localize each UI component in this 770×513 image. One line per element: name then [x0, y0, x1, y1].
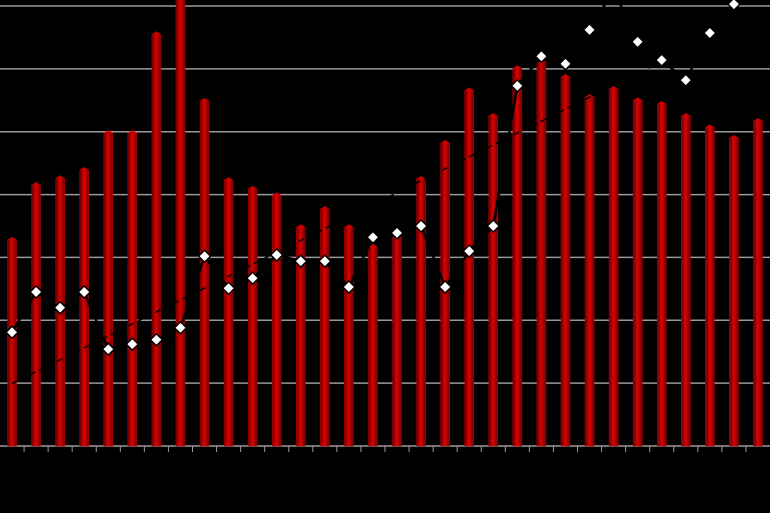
bar-cap: [79, 167, 89, 171]
bar: [103, 132, 114, 447]
bar-cap: [103, 129, 113, 133]
bar-cap: [512, 65, 522, 69]
bar: [247, 188, 258, 447]
marker: [678, 73, 693, 88]
marker: [197, 249, 212, 264]
marker: [582, 22, 597, 37]
bar: [656, 103, 667, 447]
bar: [199, 100, 210, 447]
bar-cap: [320, 206, 330, 210]
marker: [558, 56, 573, 71]
bar-cap: [200, 97, 210, 101]
marker: [438, 279, 453, 295]
bar: [344, 227, 354, 447]
bar-cap: [151, 31, 161, 35]
marker: [173, 320, 188, 335]
marker: [101, 342, 116, 357]
bar-cap: [657, 101, 667, 105]
bar: [127, 132, 138, 447]
bar-cap: [464, 87, 474, 91]
bar: [488, 115, 499, 447]
marker: [341, 279, 356, 295]
bar-cap: [248, 185, 258, 189]
bar-cap: [633, 97, 643, 101]
plot-area: [0, 0, 770, 452]
bar-cap: [296, 224, 306, 228]
bar-cap: [55, 175, 65, 179]
bar: [440, 142, 450, 447]
bar-cap: [7, 236, 17, 240]
marker: [245, 271, 260, 286]
bar: [560, 76, 571, 447]
bar-cap: [681, 113, 691, 116]
marker: [365, 230, 381, 245]
bar-cap: [416, 175, 426, 179]
bar-cap: [609, 85, 619, 89]
bar-cap: [488, 113, 498, 116]
marker: [53, 300, 68, 315]
bar: [512, 67, 523, 447]
marker: [149, 332, 164, 347]
bar: [729, 137, 739, 447]
marker: [534, 49, 549, 64]
bar-cap: [368, 243, 378, 247]
bar: [584, 96, 595, 447]
bar: [31, 184, 41, 447]
bar-cap: [272, 192, 282, 196]
marker: [510, 78, 525, 93]
bar: [705, 127, 715, 447]
marker: [317, 254, 332, 269]
marker: [486, 218, 501, 234]
marker: [269, 247, 284, 262]
bar: [464, 89, 474, 447]
marker: [389, 225, 405, 240]
marker: [630, 34, 645, 49]
bar: [368, 246, 378, 447]
bar: [753, 120, 763, 447]
bar-cap: [585, 94, 595, 98]
bar: [7, 239, 17, 447]
bar: [175, 0, 186, 447]
marker: [4, 325, 20, 340]
bar-cap: [31, 182, 41, 186]
bar: [320, 208, 330, 447]
bar-cap: [440, 140, 450, 144]
marker: [77, 284, 92, 300]
bar-cap: [560, 74, 570, 78]
marker: [221, 281, 236, 296]
trend-line: [11, 13, 759, 385]
bar: [632, 100, 643, 447]
marker: [414, 218, 429, 234]
marker: [125, 337, 140, 352]
bar: [223, 179, 234, 447]
bar-cap: [344, 224, 354, 228]
marker: [293, 254, 308, 269]
bar: [416, 178, 426, 447]
marker: [462, 244, 477, 259]
bar: [681, 115, 691, 447]
bar-cap: [729, 135, 739, 138]
bar: [608, 88, 619, 447]
bar-cap: [127, 129, 137, 133]
marker: [654, 52, 669, 68]
bar-cap: [753, 118, 763, 122]
bar: [151, 34, 162, 447]
bar: [271, 194, 282, 447]
marker: [702, 25, 717, 41]
bar: [392, 237, 402, 447]
bar: [79, 169, 89, 447]
bar-cap: [224, 177, 234, 181]
bar-cap: [705, 124, 715, 128]
marker: [29, 284, 44, 300]
marker: [726, 0, 741, 12]
